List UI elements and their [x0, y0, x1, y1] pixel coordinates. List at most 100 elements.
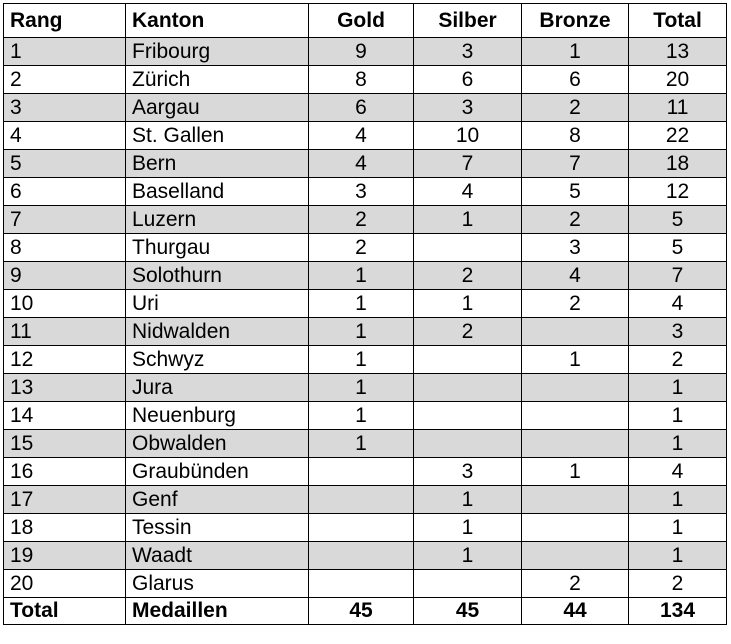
cell-silber: [413, 401, 522, 430]
cell-kanton: Genf: [125, 485, 309, 514]
cell-total: 20: [628, 65, 727, 94]
cell-kanton: St. Gallen: [125, 121, 309, 150]
cell-total: 11: [628, 93, 727, 122]
column-header-rang: Rang: [3, 3, 126, 38]
cell-rang: 18: [3, 513, 126, 542]
cell-gold: [308, 513, 414, 542]
table-row: 2 Zürich 8 6 6 20: [3, 65, 727, 94]
cell-rang: 8: [3, 233, 126, 262]
cell-total: 7: [628, 261, 727, 290]
cell-silber: [413, 345, 522, 374]
cell-bronze: [521, 401, 629, 430]
cell-kanton: Solothurn: [125, 261, 309, 290]
medal-table: Rang Kanton Gold Silber Bronze Total 1 Fr…: [3, 3, 727, 625]
cell-kanton: Zürich: [125, 65, 309, 94]
cell-silber: [413, 569, 522, 598]
total-sublabel: Medaillen: [125, 597, 309, 625]
cell-kanton: Graubünden: [125, 457, 309, 486]
total-gold: 45: [308, 597, 414, 625]
cell-total: 13: [628, 37, 727, 66]
table-row: 6 Baselland 3 4 5 12: [3, 177, 727, 206]
cell-total: 1: [628, 485, 727, 514]
cell-kanton: Uri: [125, 289, 309, 318]
table-row: 3 Aargau 6 3 2 11: [3, 93, 727, 122]
cell-silber: 1: [413, 289, 522, 318]
cell-kanton: Thurgau: [125, 233, 309, 262]
table-row: 14 Neuenburg 1 1: [3, 401, 727, 430]
column-header-total: Total: [628, 3, 727, 38]
cell-silber: 10: [413, 121, 522, 150]
table-body: 1 Fribourg 9 3 1 13 2 Zürich 8 6 6 20 3 Aargau 6 3 2 11 4 S…: [3, 37, 727, 598]
cell-bronze: [521, 373, 629, 402]
column-header-gold: Gold: [308, 3, 414, 38]
cell-silber: 1: [413, 485, 522, 514]
cell-bronze: 1: [521, 37, 629, 66]
total-bronze: 44: [521, 597, 629, 625]
cell-kanton: Waadt: [125, 541, 309, 570]
table-row: 12 Schwyz 1 1 2: [3, 345, 727, 374]
cell-gold: [308, 541, 414, 570]
table-row: 17 Genf 1 1: [3, 485, 727, 514]
cell-total: 2: [628, 345, 727, 374]
cell-bronze: 6: [521, 65, 629, 94]
cell-bronze: 2: [521, 205, 629, 234]
cell-gold: 1: [308, 317, 414, 346]
cell-bronze: 3: [521, 233, 629, 262]
cell-gold: [308, 485, 414, 514]
cell-gold: [308, 569, 414, 598]
cell-silber: 2: [413, 261, 522, 290]
column-header-silber: Silber: [413, 3, 522, 38]
cell-bronze: [521, 485, 629, 514]
cell-bronze: 1: [521, 457, 629, 486]
cell-bronze: 2: [521, 93, 629, 122]
cell-rang: 11: [3, 317, 126, 346]
table-row: 4 St. Gallen 4 10 8 22: [3, 121, 727, 150]
cell-gold: 1: [308, 373, 414, 402]
cell-rang: 10: [3, 289, 126, 318]
table-row: 19 Waadt 1 1: [3, 541, 727, 570]
cell-kanton: Fribourg: [125, 37, 309, 66]
cell-kanton: Nidwalden: [125, 317, 309, 346]
cell-rang: 1: [3, 37, 126, 66]
cell-silber: 1: [413, 513, 522, 542]
cell-bronze: 7: [521, 149, 629, 178]
cell-total: 4: [628, 457, 727, 486]
cell-silber: 4: [413, 177, 522, 206]
cell-silber: 6: [413, 65, 522, 94]
cell-silber: 3: [413, 457, 522, 486]
cell-gold: 1: [308, 261, 414, 290]
cell-kanton: Baselland: [125, 177, 309, 206]
cell-silber: [413, 373, 522, 402]
cell-kanton: Glarus: [125, 569, 309, 598]
cell-silber: 2: [413, 317, 522, 346]
cell-bronze: [521, 317, 629, 346]
cell-gold: 2: [308, 233, 414, 262]
cell-silber: [413, 429, 522, 458]
cell-kanton: Tessin: [125, 513, 309, 542]
cell-bronze: 4: [521, 261, 629, 290]
cell-total: 5: [628, 233, 727, 262]
cell-rang: 5: [3, 149, 126, 178]
cell-total: 1: [628, 513, 727, 542]
cell-total: 22: [628, 121, 727, 150]
cell-kanton: Jura: [125, 373, 309, 402]
table-row: 16 Graubünden 3 1 4: [3, 457, 727, 486]
table-row: 13 Jura 1 1: [3, 373, 727, 402]
cell-total: 5: [628, 205, 727, 234]
cell-rang: 3: [3, 93, 126, 122]
column-header-kanton: Kanton: [125, 3, 309, 38]
cell-bronze: 2: [521, 289, 629, 318]
cell-rang: 12: [3, 345, 126, 374]
cell-rang: 14: [3, 401, 126, 430]
cell-bronze: 1: [521, 345, 629, 374]
table-row: 10 Uri 1 1 2 4: [3, 289, 727, 318]
cell-gold: 4: [308, 149, 414, 178]
cell-total: 1: [628, 429, 727, 458]
cell-gold: 1: [308, 401, 414, 430]
cell-silber: 3: [413, 37, 522, 66]
cell-total: 12: [628, 177, 727, 206]
total-silber: 45: [413, 597, 522, 625]
cell-bronze: 8: [521, 121, 629, 150]
cell-total: 4: [628, 289, 727, 318]
cell-gold: 1: [308, 345, 414, 374]
